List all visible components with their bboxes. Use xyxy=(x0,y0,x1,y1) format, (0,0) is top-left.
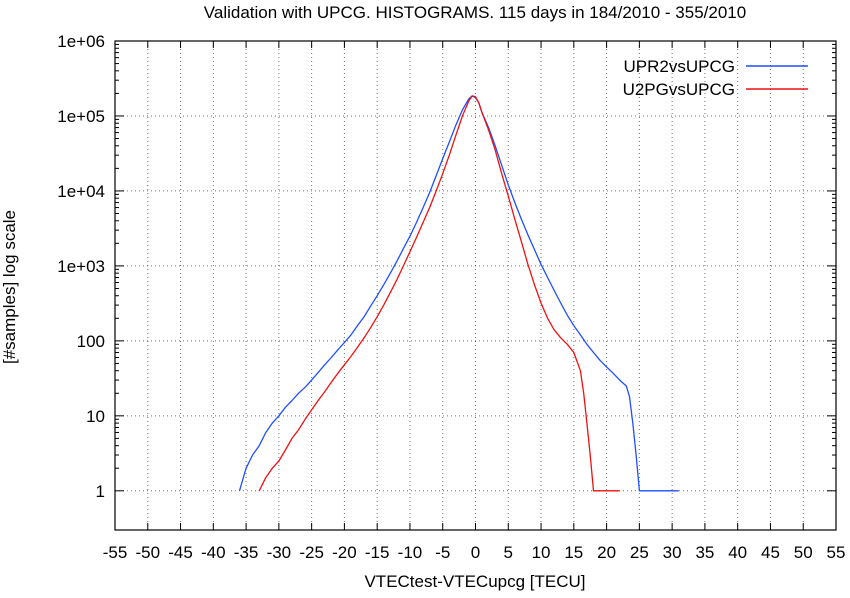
y-tick-label: 1 xyxy=(96,482,105,501)
x-tick-label: 35 xyxy=(695,543,714,562)
x-tick-label: 0 xyxy=(471,543,480,562)
x-tick-label: -30 xyxy=(267,543,292,562)
x-tick-label: 45 xyxy=(761,543,780,562)
x-tick-label: 5 xyxy=(504,543,513,562)
x-tick-label: 50 xyxy=(794,543,813,562)
x-tick-label: 40 xyxy=(728,543,747,562)
series-lines xyxy=(238,95,679,492)
grid-lines xyxy=(115,41,836,530)
x-tick-label: -5 xyxy=(435,543,450,562)
y-tick-label: 1e+05 xyxy=(57,107,105,126)
x-tick-label: -15 xyxy=(365,543,390,562)
chart-title: Validation with UPCG. HISTOGRAMS. 115 da… xyxy=(204,3,746,22)
x-tick-label: -50 xyxy=(135,543,160,562)
y-axis-label: [#samples] log scale xyxy=(0,210,19,364)
x-tick-label: -35 xyxy=(234,543,259,562)
legend-label: U2PGvsUPCG xyxy=(623,80,735,99)
y-tick-label: 10 xyxy=(86,407,105,426)
x-tick-label: -55 xyxy=(103,543,128,562)
y-tick-label: 1e+04 xyxy=(57,182,105,201)
plot-frame xyxy=(114,40,837,531)
x-tick-label: 10 xyxy=(532,543,551,562)
y-tick-label: 1e+03 xyxy=(57,257,105,276)
y-tick-label: 1e+06 xyxy=(57,32,105,51)
series-line-2 xyxy=(258,95,620,492)
x-tick-label: -25 xyxy=(299,543,324,562)
x-tick-label: -45 xyxy=(168,543,193,562)
x-tick-label: 15 xyxy=(564,543,583,562)
x-tick-label: 30 xyxy=(663,543,682,562)
x-axis-label: VTECtest-VTECupcg [TECU] xyxy=(364,572,585,591)
legend: UPR2vsUPCG U2PGvsUPCG xyxy=(623,57,808,99)
y-tick-label: 100 xyxy=(77,332,105,351)
x-axis-ticks: -55 -50 -45 -40 -35 -30 -25 -20 -15 -10 -5 0 5 10 15 20… xyxy=(103,41,846,562)
x-tick-label: -20 xyxy=(332,543,357,562)
x-tick-label: -10 xyxy=(398,543,423,562)
x-tick-label: 20 xyxy=(597,543,616,562)
legend-label: UPR2vsUPCG xyxy=(624,57,735,76)
x-tick-label: -40 xyxy=(201,543,226,562)
x-tick-label: 25 xyxy=(630,543,649,562)
y-axis-ticks: 1 10 100 1e+03 1e+04 1e+05 1e+06 xyxy=(57,32,836,501)
series-line-1 xyxy=(238,95,679,492)
x-tick-label: 55 xyxy=(827,543,846,562)
